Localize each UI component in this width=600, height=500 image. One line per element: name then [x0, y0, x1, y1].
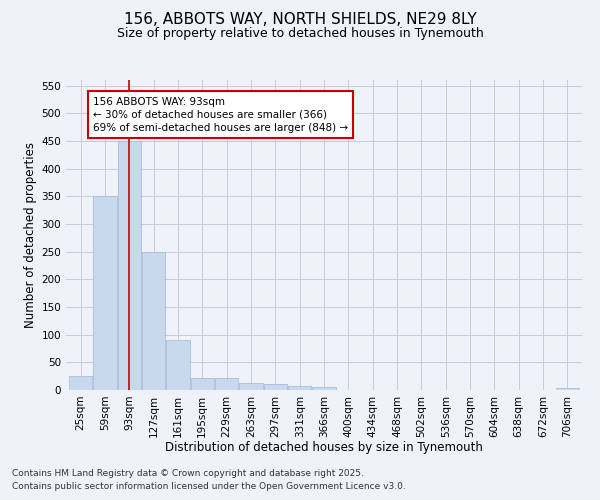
Bar	[166, 340, 190, 390]
Y-axis label: Number of detached properties: Number of detached properties	[24, 142, 37, 328]
Bar	[191, 378, 214, 390]
Bar	[556, 388, 579, 390]
Bar	[142, 252, 165, 390]
X-axis label: Distribution of detached houses by size in Tynemouth: Distribution of detached houses by size …	[165, 441, 483, 454]
Bar	[94, 196, 116, 390]
Bar	[288, 386, 311, 390]
Bar	[118, 141, 141, 390]
Bar	[313, 387, 335, 390]
Text: Contains HM Land Registry data © Crown copyright and database right 2025.: Contains HM Land Registry data © Crown c…	[12, 468, 364, 477]
Bar	[69, 376, 92, 390]
Text: Contains public sector information licensed under the Open Government Licence v3: Contains public sector information licen…	[12, 482, 406, 491]
Text: 156 ABBOTS WAY: 93sqm
← 30% of detached houses are smaller (366)
69% of semi-det: 156 ABBOTS WAY: 93sqm ← 30% of detached …	[93, 96, 348, 133]
Bar	[239, 384, 263, 390]
Text: 156, ABBOTS WAY, NORTH SHIELDS, NE29 8LY: 156, ABBOTS WAY, NORTH SHIELDS, NE29 8LY	[124, 12, 476, 28]
Bar	[264, 384, 287, 390]
Text: Size of property relative to detached houses in Tynemouth: Size of property relative to detached ho…	[116, 28, 484, 40]
Bar	[215, 378, 238, 390]
